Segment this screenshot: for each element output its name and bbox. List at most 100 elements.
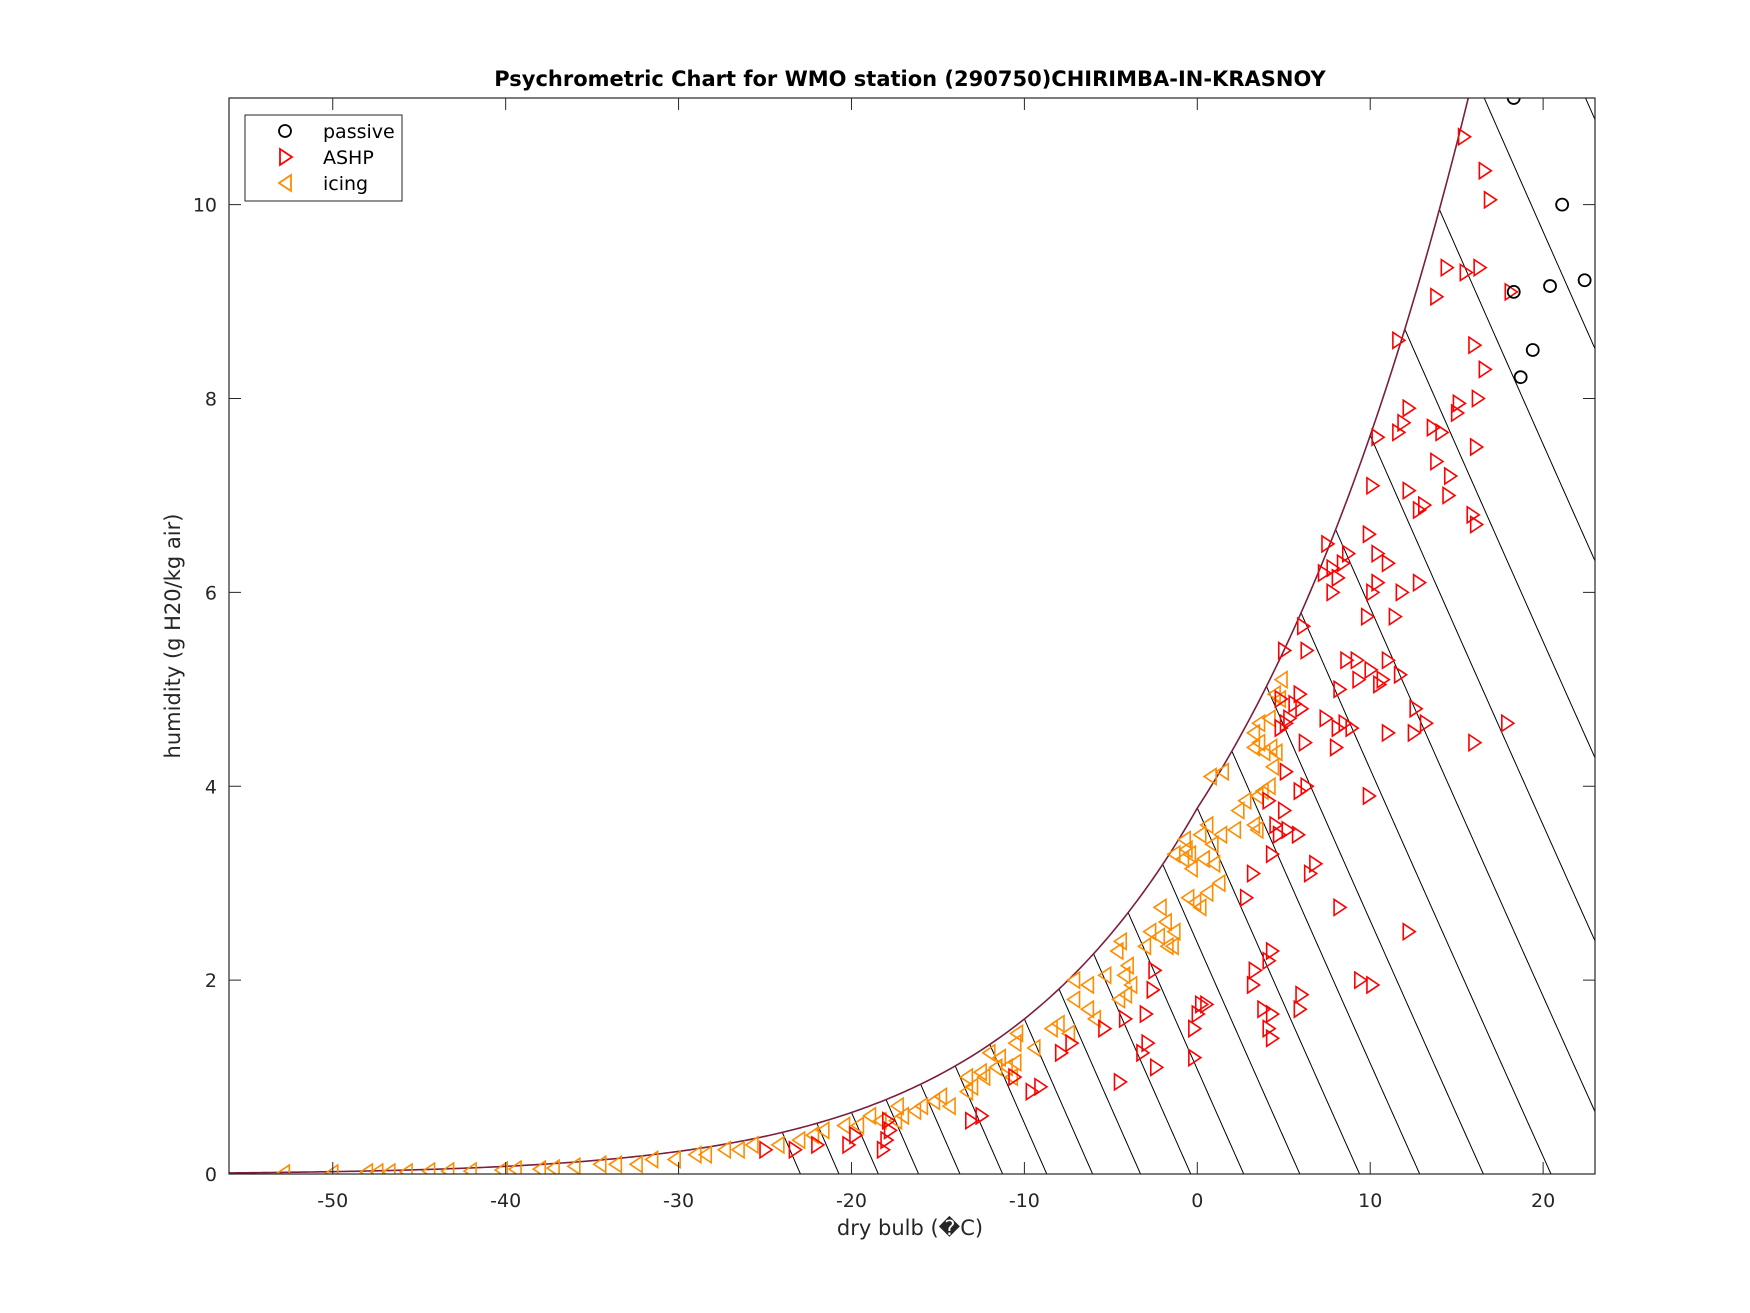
marker-ashp: [1293, 999, 1308, 1019]
enthalpy-line: [1404, 329, 1595, 759]
marker-ashp: [1239, 888, 1255, 908]
marker-icing: [666, 1149, 681, 1169]
y-axis: 0 2 4 6 8 10: [193, 195, 1595, 1186]
legend-box: [244, 114, 403, 202]
x-axis-label: dry bulb (�C): [837, 1215, 983, 1240]
marker-ashp: [1246, 864, 1262, 883]
marker-ashp: [1354, 970, 1369, 990]
marker-icing: [862, 1106, 877, 1126]
marker-ashp: [1298, 733, 1313, 753]
enthalpy-lines: [781, 98, 1595, 1174]
marker-icing: [275, 1163, 291, 1174]
marker-passive: [1543, 279, 1557, 293]
marker-ashp: [1025, 1082, 1040, 1102]
x-axis: -50 -40 -30 -20 -10 0 10 20: [317, 98, 1555, 1212]
marker-icing: [1152, 897, 1167, 917]
marker-icing: [1271, 689, 1287, 709]
marker-ashp: [1331, 568, 1346, 588]
marker-icing: [545, 1158, 560, 1174]
marker-passive: [1506, 284, 1521, 299]
marker-ashp: [1473, 258, 1488, 278]
marker-ashp: [1146, 980, 1161, 1000]
x-tick-label: 20: [1531, 1190, 1555, 1212]
marker-ashp: [1200, 994, 1215, 1014]
marker-ashp: [1371, 427, 1386, 447]
marker-ashp: [1364, 660, 1379, 680]
marker-ashp: [1309, 854, 1324, 874]
y-tick-label: 6: [205, 582, 217, 604]
marker-ashp: [1065, 1033, 1080, 1053]
marker-icing: [358, 1162, 374, 1174]
marker-passive: [1577, 273, 1592, 288]
y-axis-label: humidity (g H20/kg air): [161, 514, 185, 759]
marker-icing: [1079, 975, 1095, 995]
x-tick-label: 10: [1358, 1190, 1382, 1212]
marker-icing: [941, 1096, 956, 1116]
marker-ashp: [1300, 641, 1315, 661]
marker-icing: [1211, 873, 1226, 893]
marker-icing: [1245, 737, 1261, 757]
marker-icing: [1202, 767, 1217, 787]
marker-icing: [887, 1111, 903, 1131]
enthalpy-line: [851, 1112, 879, 1174]
marker-ashp: [1360, 607, 1376, 627]
marker-ashp: [1008, 1067, 1023, 1087]
marker-ashp: [1381, 553, 1396, 573]
marker-ashp: [1338, 713, 1353, 733]
marker-ashp: [1136, 1043, 1151, 1063]
marker-ashp: [1331, 718, 1346, 738]
y-tick-label: 4: [205, 776, 217, 798]
enthalpy-line: [1266, 686, 1484, 1174]
marker-icing: [1204, 834, 1219, 854]
marker-ashp: [1435, 422, 1450, 442]
marker-icing: [913, 1096, 929, 1116]
marker-ashp: [1362, 786, 1377, 806]
marker-ashp: [1442, 485, 1457, 505]
marker-icing: [1237, 791, 1252, 811]
marker-icing: [493, 1160, 509, 1174]
marker-ashp: [1450, 403, 1466, 423]
y-tick-label: 0: [205, 1164, 217, 1186]
marker-ashp: [1148, 960, 1163, 980]
marker-ashp: [1430, 287, 1445, 307]
marker-ashp: [1150, 1057, 1165, 1077]
marker-icing: [744, 1135, 759, 1155]
enthalpy-line: [1335, 529, 1595, 1113]
enthalpy-line: [1093, 953, 1192, 1174]
marker-icing: [381, 1162, 396, 1174]
marker-ashp: [1440, 258, 1455, 278]
marker-ashp: [1350, 650, 1365, 670]
marker-ashp: [1397, 413, 1412, 433]
marker-icing: [1183, 859, 1198, 879]
marker-icing: [687, 1145, 702, 1165]
marker-icing: [1199, 815, 1214, 835]
marker-ashp: [1321, 534, 1336, 554]
marker-icing: [1214, 762, 1230, 782]
enthalpy-line: [1023, 1018, 1094, 1174]
x-tick-label: 0: [1191, 1190, 1203, 1212]
marker-ashp: [1407, 723, 1422, 743]
marker-icing: [1086, 1009, 1102, 1029]
marker-icing: [1117, 985, 1133, 1005]
marker-icing: [1164, 936, 1179, 956]
marker-ashp: [1373, 674, 1388, 694]
marker-icing: [1273, 670, 1288, 690]
marker-icing: [1007, 1053, 1022, 1073]
marker-ashp: [1113, 1072, 1128, 1092]
marker-ashp: [1366, 476, 1381, 496]
marker-ashp: [1333, 897, 1348, 917]
marker-ashp: [1191, 1004, 1206, 1024]
marker-icing: [958, 1082, 974, 1102]
marker-ashp: [1300, 776, 1315, 796]
enthalpy-line: [1196, 807, 1361, 1174]
marker-ashp: [1366, 582, 1381, 602]
enthalpy-line: [1300, 612, 1552, 1174]
marker-icing: [398, 1162, 413, 1174]
marker-icing: [1261, 776, 1276, 796]
marker-ashp: [1262, 951, 1277, 971]
marker-icing: [1159, 936, 1174, 956]
enthalpy-line: [1231, 750, 1421, 1174]
marker-icing: [697, 1145, 713, 1165]
marker-icing: [1268, 742, 1283, 762]
